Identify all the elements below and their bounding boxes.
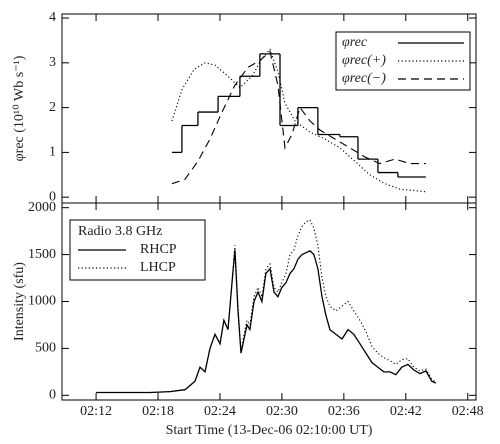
x-tick-label: 02:42: [390, 404, 422, 419]
y-tick-label: 2: [49, 100, 56, 115]
series-line: [96, 249, 437, 394]
y-tick-label: 0: [49, 189, 56, 204]
x-tick-label: 02:12: [80, 404, 112, 419]
legend-label: LHCP: [140, 260, 176, 275]
x-tick-label: 02:30: [266, 404, 298, 419]
x-tick-label: 02:18: [142, 404, 174, 419]
legend-label: RHCP: [140, 242, 177, 257]
legend-box: [335, 31, 471, 91]
y-tick-label: 1: [49, 145, 56, 160]
y-axis-label: Intensity (sfu): [12, 262, 27, 341]
y-tick-label: 2000: [28, 200, 56, 215]
legend-label: φrec(+): [342, 53, 386, 68]
legend-label: φrec(−): [342, 71, 386, 86]
y-tick-label: 3: [49, 55, 56, 70]
x-axis-label: Start Time (13-Dec-06 02:10:00 UT): [166, 423, 373, 438]
x-tick-label: 02:48: [452, 404, 484, 419]
series-line: [171, 50, 426, 185]
x-tick-label: 02:36: [328, 404, 360, 419]
y-tick-label: 1500: [28, 247, 56, 262]
legend-title: Radio 3.8 GHz: [78, 224, 162, 239]
legend-label: φrec: [342, 35, 368, 50]
y-tick-label: 4: [49, 10, 56, 25]
y-tick-label: 1000: [28, 294, 56, 309]
y-tick-label: 0: [49, 388, 56, 403]
series-line: [171, 48, 426, 193]
x-tick-label: 02:24: [204, 404, 236, 419]
y-tick-label: 500: [35, 341, 56, 356]
series-line: [96, 219, 437, 394]
y-axis-label: φrec (10¹⁰ Wb s⁻¹): [12, 55, 27, 161]
